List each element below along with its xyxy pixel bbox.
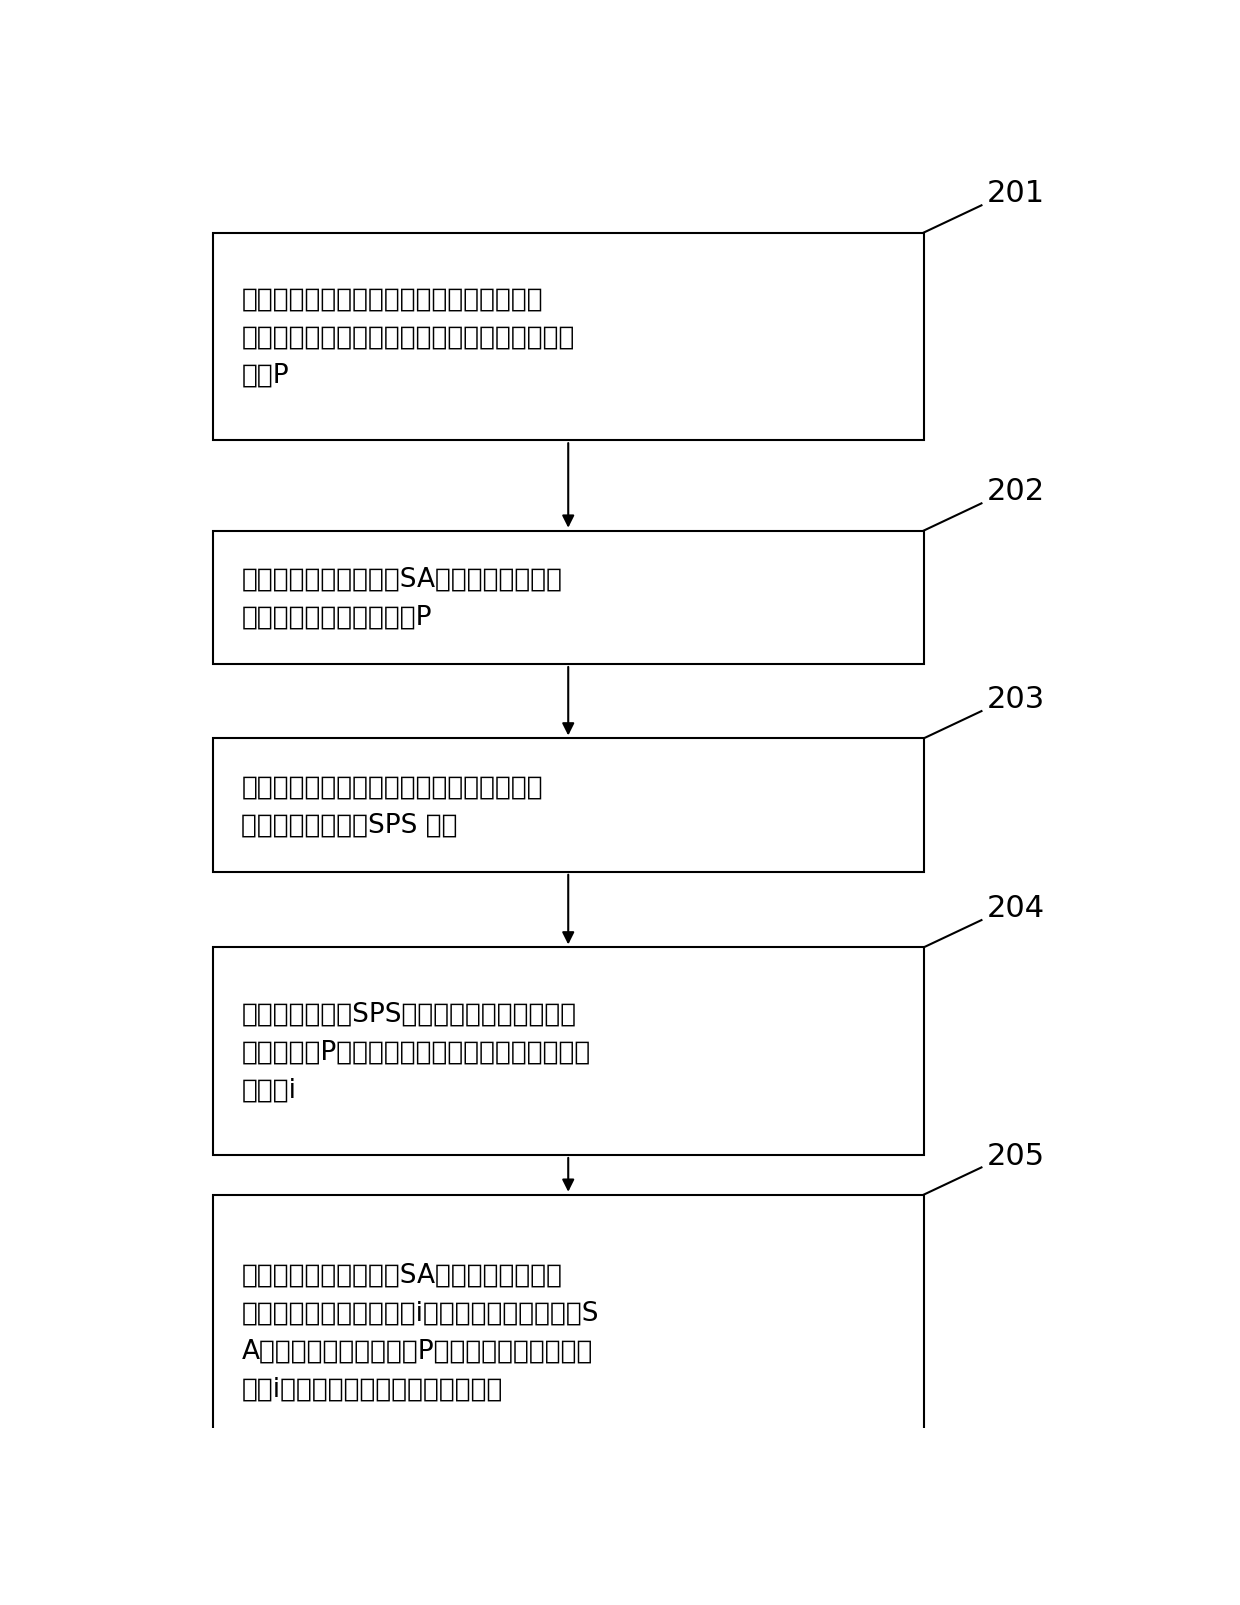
Bar [213, 233, 924, 441]
Text: 205: 205 [986, 1141, 1044, 1170]
Text: 在每类业务的控制信息SA中指示与每类业务
匹配的资源预约周期粒度P: 在每类业务的控制信息SA中指示与每类业务 匹配的资源预约周期粒度P [242, 567, 563, 629]
Text: 根据待调度业务包的当前信息以及预测信息
，确定半静态调度SPS 周期: 根据待调度业务包的当前信息以及预测信息 ，确定半静态调度SPS 周期 [242, 774, 543, 838]
Text: 根据系统侧配置的规则或者节点之间预先约
定的规则，确定与每类业务匹配的资源预约周期
粒度P: 根据系统侧配置的规则或者节点之间预先约 定的规则，确定与每类业务匹配的资源预约周… [242, 286, 575, 388]
Bar [213, 738, 924, 873]
Text: 201: 201 [986, 180, 1044, 209]
Text: 在每类业务的控制信息SA中指示每类业务的
资源预约周期粒度的倍数i；其中，所述控制信息S
A中的资源预约周期粒度P和资源预约周期粒度的
倍数i的组合用于指示资源: 在每类业务的控制信息SA中指示每类业务的 资源预约周期粒度的倍数i；其中，所述控… [242, 1262, 599, 1403]
Text: 202: 202 [986, 477, 1044, 506]
Bar [213, 531, 924, 664]
Text: 根据半静态调度SPS周期和每类业务的资源预
约周期粒度P，确定每类业务的资源预约周期粒度
的倍数i: 根据半静态调度SPS周期和每类业务的资源预 约周期粒度P，确定每类业务的资源预约… [242, 1000, 590, 1103]
Bar [213, 1194, 924, 1469]
Bar [213, 947, 924, 1156]
Text: 204: 204 [986, 894, 1044, 923]
Text: 203: 203 [986, 685, 1044, 714]
